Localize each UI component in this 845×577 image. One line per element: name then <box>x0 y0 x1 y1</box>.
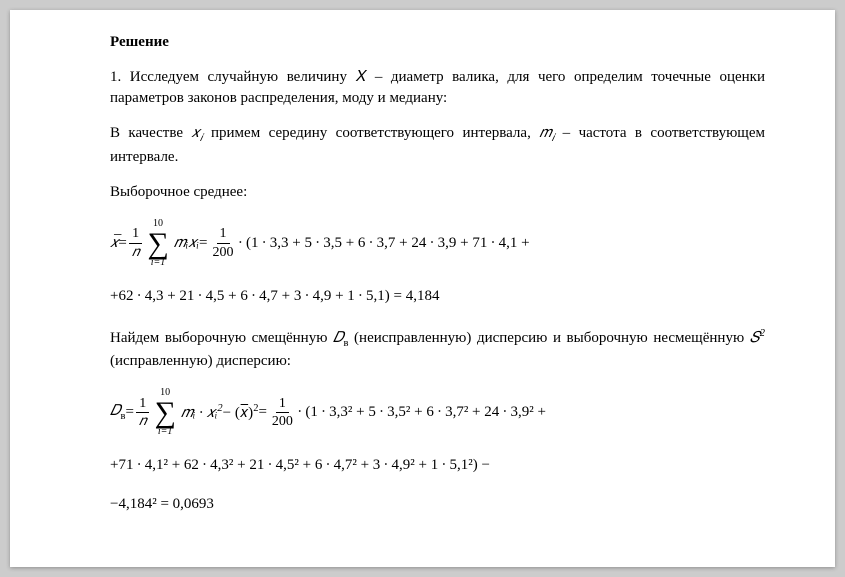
num: 1 <box>136 396 149 413</box>
rhs-text: ∙ (1 ∙ 3,3² + 5 ∙ 3,5² + 6 ∙ 3,7² + 24 ∙… <box>298 402 546 423</box>
num: 1 <box>217 226 230 243</box>
frac-1n: 1 𝑛 <box>136 396 150 430</box>
frac-1-200: 1 200 <box>269 396 296 430</box>
equals: = <box>258 402 266 423</box>
frac-1-200: 1 200 <box>210 226 237 260</box>
eq-mean-line2: +62 ∙ 4,3 + 21 ∙ 4,5 + 6 ∙ 4,7 + 3 ∙ 4,9… <box>110 286 765 307</box>
sum-term: 𝑚ᵢ𝑥ᵢ <box>174 233 199 254</box>
summation: 10 ∑ i=1 <box>147 219 168 268</box>
eq-var-line1: 𝐷в = 1 𝑛 10 ∑ i=1 𝑚ᵢ ∙ 𝑥ᵢ2 − (𝑥̅)2 = 1 2… <box>110 388 765 437</box>
paragraph-4: Найдем выборочную смещённую 𝐷в (неисправ… <box>110 327 765 373</box>
num: 1 <box>276 396 289 413</box>
rhs-text: ∙ (1 ∙ 3,3 + 5 ∙ 3,5 + 6 ∙ 3,7 + 24 ∙ 3,… <box>239 233 530 254</box>
S-sup: 2 <box>760 328 765 339</box>
rhs-text: +71 ∙ 4,1² + 62 ∙ 4,3² + 21 ∙ 4,5² + 6 ∙… <box>110 455 490 476</box>
minus-base: − (𝑥̅) <box>223 405 254 421</box>
text: (исправленную) дисперсию: <box>110 353 291 369</box>
equation-variance: 𝐷в = 1 𝑛 10 ∑ i=1 𝑚ᵢ ∙ 𝑥ᵢ2 − (𝑥̅)2 = 1 2… <box>110 388 765 515</box>
sigma-icon: ∑ <box>147 230 168 257</box>
equation-mean: 𝑥̅ = 1 𝑛 10 ∑ i=1 𝑚ᵢ𝑥ᵢ = 1 200 ∙ (1 ∙ 3,… <box>110 219 765 307</box>
frac-1n: 1 𝑛 <box>129 226 143 260</box>
text: Найдем выборочную смещённую <box>110 330 333 346</box>
text: В качестве <box>110 125 191 141</box>
sigma-icon: ∑ <box>154 399 175 426</box>
equals: = <box>125 402 133 423</box>
D-base: 𝐷 <box>333 330 343 346</box>
var-S2: 𝑆2 <box>750 330 765 346</box>
text: (неисправленную) дисперсию и выборочную … <box>348 330 749 346</box>
D-base: 𝐷 <box>110 403 120 419</box>
mi-base: 𝑚 <box>539 125 551 141</box>
term: 𝑚ᵢ ∙ 𝑥ᵢ2 <box>181 402 223 424</box>
den: 𝑛 <box>129 244 143 260</box>
equals: = <box>118 233 126 254</box>
eq-var-line2: +71 ∙ 4,1² + 62 ∙ 4,3² + 21 ∙ 4,5² + 6 ∙… <box>110 455 765 476</box>
den: 200 <box>210 244 237 260</box>
den: 𝑛 <box>136 413 150 429</box>
document-page: Решение 1. Исследуем случайную величину … <box>10 10 835 567</box>
var-D: 𝐷в <box>333 330 348 346</box>
solution-heading: Решение <box>110 32 765 53</box>
var-mi: 𝑚𝑖 <box>539 125 554 141</box>
paragraph-1: 1. Исследуем случайную величину 𝑋 – диам… <box>110 67 765 109</box>
den: 200 <box>269 413 296 429</box>
term-base: 𝑚ᵢ ∙ 𝑥ᵢ <box>181 405 218 421</box>
paragraph-3: Выборочное среднее: <box>110 182 765 203</box>
var-xi: 𝑥𝑖 <box>191 125 202 141</box>
equals: = <box>199 233 207 254</box>
eq-var-line3: −4,184² = 0,0693 <box>110 494 765 515</box>
S-base: 𝑆 <box>750 330 760 346</box>
sum-bot: i=1 <box>151 258 166 268</box>
summation: 10 ∑ i=1 <box>154 388 175 437</box>
rhs-text: +62 ∙ 4,3 + 21 ∙ 4,5 + 6 ∙ 4,7 + 3 ∙ 4,9… <box>110 286 440 307</box>
xi-base: 𝑥 <box>191 125 199 141</box>
Dv: 𝐷в <box>110 401 125 425</box>
paragraph-2: В качестве 𝑥𝑖 примем середину соответств… <box>110 123 765 168</box>
minus-xbar2: − (𝑥̅)2 <box>223 402 259 424</box>
rhs-text: −4,184² = 0,0693 <box>110 494 214 515</box>
xbar: 𝑥̅ <box>110 233 118 254</box>
sum-bot: i=1 <box>158 427 173 437</box>
text: примем середину соответствующего интерва… <box>203 125 540 141</box>
eq-mean-line1: 𝑥̅ = 1 𝑛 10 ∑ i=1 𝑚ᵢ𝑥ᵢ = 1 200 ∙ (1 ∙ 3,… <box>110 219 765 268</box>
num: 1 <box>129 226 142 243</box>
